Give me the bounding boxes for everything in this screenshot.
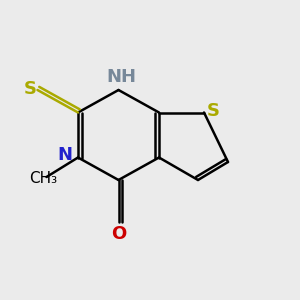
Text: S: S <box>206 102 220 120</box>
Text: N: N <box>57 146 72 164</box>
Text: O: O <box>111 225 126 243</box>
Text: NH: NH <box>106 68 136 85</box>
Text: CH₃: CH₃ <box>29 171 58 186</box>
Text: S: S <box>23 80 37 98</box>
